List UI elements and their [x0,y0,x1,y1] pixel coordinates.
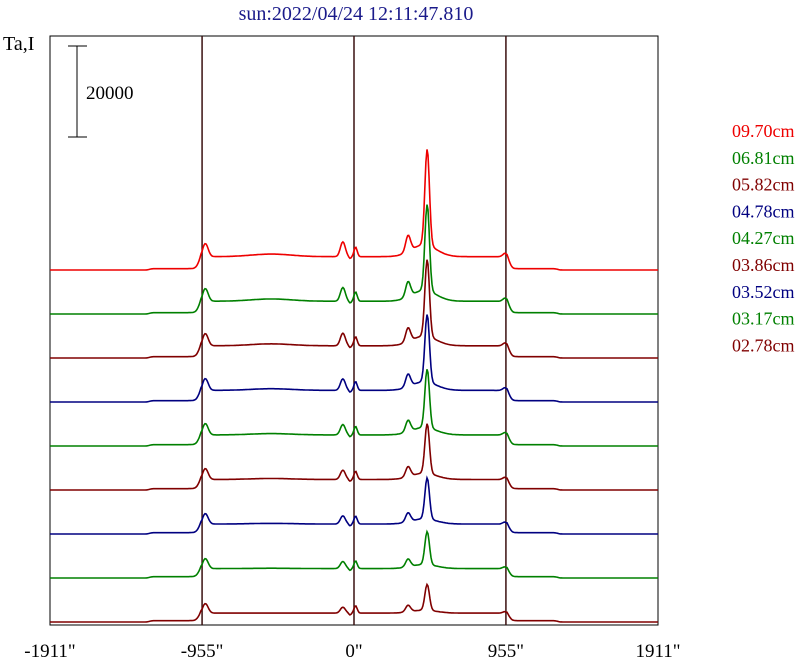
series-line-02.78cm [50,582,658,623]
reference-lines [201,36,507,625]
legend-item: 03.52cm [732,282,795,302]
legend-item: 05.82cm [732,175,795,195]
scale-bar-label: 20000 [86,83,134,104]
series-line-03.17cm [50,529,658,579]
scale-bar: 20000 [68,45,134,138]
series-line-04.27cm [50,369,658,447]
x-tick-label: -1911" [24,641,75,662]
x-tick-labels: -1911" -955" 0" 955" 1911" [24,641,680,662]
legend-item: 03.86cm [732,255,795,275]
legend-item: 04.27cm [732,228,795,248]
x-tick-label: 1911" [635,641,680,662]
series-layer [50,149,658,623]
legend-item: 03.17cm [732,309,795,329]
series-line-09.70cm [50,149,658,271]
legend: 09.70cm 06.81cm 05.82cm 04.78cm 04.27cm 03.86… [732,121,795,355]
series-line-03.52cm [50,475,658,535]
legend-item: 04.78cm [732,201,795,221]
x-tick-label: 0" [345,641,362,662]
series-line-06.81cm [50,204,658,315]
legend-item: 09.70cm [732,121,795,141]
y-axis-label: Ta,I [3,33,34,55]
legend-item: 02.78cm [732,335,795,355]
series-line-04.78cm [50,314,658,403]
x-tick-label: -955" [181,641,224,662]
series-line-05.82cm [50,259,658,359]
series-line-03.86cm [50,423,658,491]
x-tick-label: 955" [488,641,524,662]
legend-item: 06.81cm [732,148,795,168]
chart-title: sun:2022/04/24 12:11:47.810 [239,3,474,25]
